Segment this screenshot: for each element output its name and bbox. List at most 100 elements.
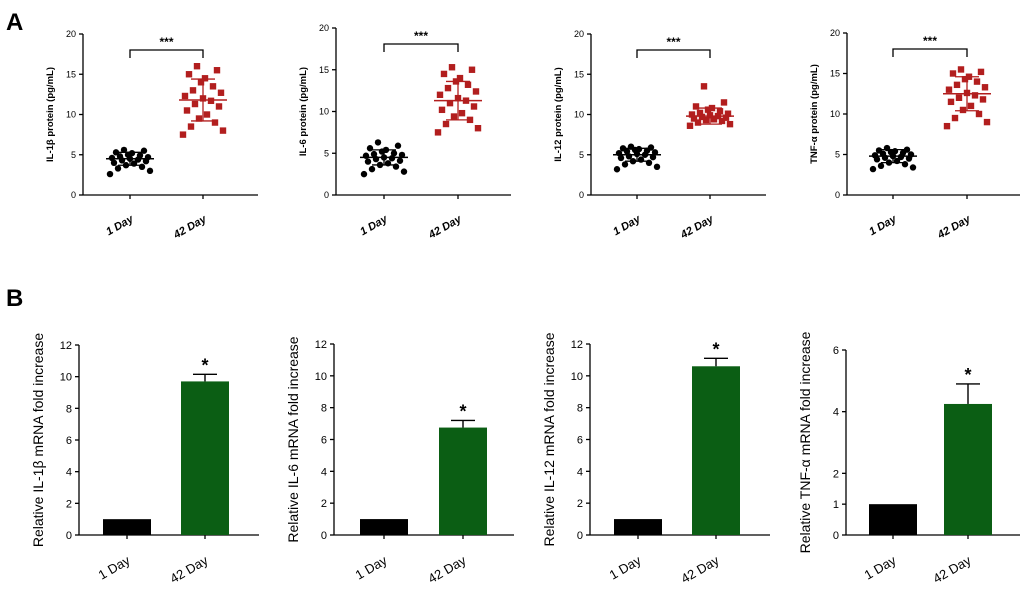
x-category-label: 1 Day bbox=[862, 552, 899, 582]
chart-8: 0 1 2 4 6 1 Day 42 Day Relative TNF-α mRNA fold… bbox=[797, 331, 1020, 586]
y-tick-label: 1 bbox=[833, 499, 839, 511]
x-category-label: 42 Day bbox=[425, 552, 469, 586]
data-point bbox=[215, 103, 223, 110]
data-point bbox=[390, 150, 398, 157]
bar bbox=[181, 381, 229, 535]
y-tick-label: 20 bbox=[574, 29, 584, 39]
y-tick-label: 10 bbox=[574, 110, 584, 120]
data-point bbox=[692, 103, 700, 110]
y-tick-label: 8 bbox=[321, 403, 327, 415]
y-tick-label: 12 bbox=[315, 339, 327, 351]
chart-6: 0 2 4 6 8 10 12 1 Day 42 Day Relative IL-6 mRNA f… bbox=[285, 336, 514, 586]
data-point bbox=[209, 83, 217, 90]
data-point bbox=[468, 66, 476, 73]
y-tick-label: 6 bbox=[321, 435, 327, 447]
data-point bbox=[702, 116, 710, 124]
y-tick-label: 4 bbox=[577, 466, 583, 478]
data-point bbox=[943, 122, 951, 130]
data-point bbox=[871, 152, 879, 159]
data-point bbox=[394, 142, 402, 149]
data-point bbox=[945, 86, 953, 93]
panel-label-a: A bbox=[6, 9, 23, 36]
data-point bbox=[197, 79, 205, 86]
data-point bbox=[181, 92, 189, 100]
data-point bbox=[207, 97, 215, 105]
data-point bbox=[619, 145, 627, 152]
bar bbox=[692, 366, 740, 535]
data-point bbox=[716, 108, 724, 115]
significance-marker: *** bbox=[414, 29, 428, 43]
y-tick-label: 15 bbox=[66, 69, 76, 79]
y-tick-label: 20 bbox=[66, 29, 76, 39]
data-point bbox=[700, 83, 708, 90]
data-point bbox=[949, 70, 957, 77]
data-point bbox=[201, 75, 209, 82]
data-point bbox=[398, 151, 406, 159]
data-point bbox=[434, 129, 442, 136]
y-tick-label: 10 bbox=[319, 107, 329, 117]
y-tick-label: 8 bbox=[66, 403, 72, 415]
y-tick-label: 0 bbox=[66, 530, 72, 542]
data-point bbox=[446, 99, 454, 107]
panel-label-b: B bbox=[6, 285, 23, 312]
bar bbox=[869, 504, 917, 535]
bar bbox=[360, 519, 408, 535]
data-point bbox=[472, 88, 480, 95]
data-point bbox=[951, 114, 959, 122]
data-point bbox=[696, 109, 704, 117]
y-tick-label: 6 bbox=[66, 435, 72, 447]
y-tick-label: 10 bbox=[830, 109, 840, 119]
significance-marker: *** bbox=[159, 35, 173, 49]
data-point bbox=[195, 115, 203, 122]
data-point bbox=[179, 131, 187, 138]
data-point bbox=[698, 113, 706, 121]
x-category-label: 1 Day bbox=[96, 552, 133, 582]
y-axis-title: Relative IL-1β mRNA fold increase bbox=[30, 333, 46, 547]
y-tick-label: 5 bbox=[579, 150, 584, 160]
data-point bbox=[456, 74, 464, 82]
data-point bbox=[710, 116, 718, 123]
data-point bbox=[191, 100, 199, 108]
x-category-label: 1 Day bbox=[607, 552, 644, 582]
y-tick-label: 5 bbox=[71, 150, 76, 160]
y-tick-label: 8 bbox=[577, 403, 583, 415]
chart-3: 0 5 10 15 20 1 Day 42 Day IL-12 protein (pg/mL)… bbox=[553, 29, 766, 242]
significance-bracket bbox=[129, 49, 204, 58]
chart-5: 0 2 4 6 8 10 12 1 Day 42 Day Relative IL-1β mRNA … bbox=[30, 333, 259, 586]
data-point bbox=[869, 165, 877, 173]
y-tick-label: 15 bbox=[319, 65, 329, 75]
data-point bbox=[183, 107, 191, 114]
y-tick-label: 6 bbox=[577, 435, 583, 447]
data-point bbox=[444, 84, 452, 92]
data-point bbox=[374, 139, 382, 146]
data-point bbox=[366, 145, 374, 152]
x-category-label: 42 Day bbox=[167, 552, 211, 586]
data-point bbox=[474, 125, 482, 132]
y-tick-label: 2 bbox=[833, 468, 839, 480]
x-category-label: 1 Day bbox=[611, 213, 643, 239]
data-point bbox=[613, 166, 621, 173]
data-point bbox=[114, 165, 122, 172]
significance-bracket bbox=[636, 49, 711, 58]
y-tick-label: 5 bbox=[835, 150, 840, 160]
data-point bbox=[110, 159, 118, 166]
significance-marker: * bbox=[201, 355, 208, 375]
data-point bbox=[189, 87, 197, 94]
data-point bbox=[975, 110, 983, 118]
x-category-label: 1 Day bbox=[867, 213, 899, 239]
significance-marker: * bbox=[459, 401, 466, 421]
data-point bbox=[448, 64, 456, 71]
chart-2: 0 5 10 15 20 1 Day 42 Day IL-6 protein (pg/mL) *… bbox=[298, 23, 511, 242]
data-point bbox=[722, 114, 730, 121]
significance-marker: *** bbox=[923, 34, 937, 48]
data-point bbox=[108, 154, 116, 162]
y-tick-label: 0 bbox=[579, 190, 584, 200]
chart-4: 0 5 10 15 20 1 Day 42 Day TNF-α protein (pg/mL)… bbox=[809, 28, 1020, 242]
significance-marker: * bbox=[964, 365, 971, 385]
y-tick-label: 10 bbox=[315, 371, 327, 383]
x-category-label: 42 Day bbox=[678, 552, 722, 586]
x-category-label: 42 Day bbox=[171, 213, 209, 242]
data-point bbox=[718, 117, 726, 125]
data-point bbox=[903, 146, 911, 153]
data-point bbox=[400, 168, 408, 175]
